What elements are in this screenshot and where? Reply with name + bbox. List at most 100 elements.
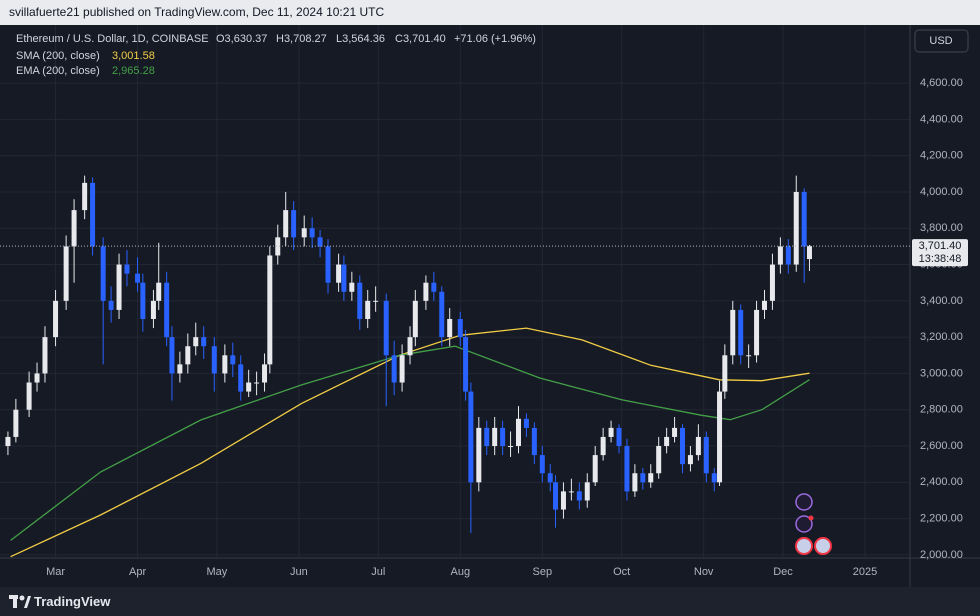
y-tick-label: 2,600.00: [920, 440, 963, 452]
candle-body: [531, 427, 537, 456]
x-tick-label: Dec: [773, 566, 793, 578]
candle-body: [13, 409, 19, 437]
candle-body: [431, 282, 437, 292]
candle-body: [124, 264, 130, 274]
candle-body: [365, 300, 371, 319]
candle-body: [267, 255, 273, 365]
candle-body: [383, 300, 389, 356]
candle-body: [412, 300, 418, 338]
candle-body: [34, 373, 40, 383]
y-tick-label: 2,400.00: [920, 476, 963, 488]
candle-body: [648, 473, 654, 483]
candle-body: [576, 491, 582, 501]
publisher-bar: svillafuerte21 published on TradingView.…: [0, 0, 980, 25]
y-tick-label: 2,000.00: [920, 549, 963, 561]
x-tick-label: Jul: [371, 566, 385, 578]
candle-body: [592, 455, 598, 483]
event-icon[interactable]: [795, 537, 813, 555]
y-tick-label: 4,400.00: [920, 113, 963, 125]
candle-body: [687, 455, 693, 465]
currency[interactable]: USD: [929, 35, 952, 47]
y-tick-label: 4,200.00: [920, 150, 963, 162]
candle-body: [222, 355, 228, 374]
candles: [5, 175, 812, 534]
candle-body: [349, 282, 355, 292]
candle-body: [523, 418, 529, 428]
high-value: H3,708.27: [276, 33, 327, 45]
x-tick-label: Mar: [46, 566, 65, 578]
candle-body: [317, 237, 323, 247]
event-icon[interactable]: [814, 537, 832, 555]
candle-body: [717, 391, 723, 483]
candle-body: [553, 482, 559, 510]
candle-body: [275, 237, 281, 256]
candle-body: [439, 291, 445, 338]
candle-body: [5, 436, 11, 447]
candle-body: [309, 228, 315, 238]
candle-body: [341, 264, 347, 292]
y-tick-label: 4,600.00: [920, 77, 963, 89]
candle-body: [135, 273, 141, 283]
candle-body: [632, 473, 638, 492]
candle-body: [801, 191, 807, 247]
candle-body: [476, 427, 482, 483]
candle-body: [568, 491, 574, 493]
candle-body: [301, 228, 307, 238]
candle-body: [336, 264, 342, 283]
candle-body: [746, 355, 752, 357]
candle-body: [584, 482, 590, 501]
candle-body: [680, 427, 685, 465]
y-tick-label: 4,000.00: [920, 186, 963, 198]
candle-body: [447, 318, 453, 338]
event-icons: [795, 493, 832, 555]
countdown: 13:38:48: [919, 253, 962, 265]
x-tick-label: Oct: [613, 566, 630, 578]
candle-body: [539, 455, 545, 474]
candle-body: [508, 446, 514, 448]
candle-body: [201, 337, 207, 347]
grid: [0, 25, 910, 558]
candle-body: [254, 382, 260, 384]
y-tick-label: 3,800.00: [920, 222, 963, 234]
indicator-line: [10, 345, 810, 541]
publisher: svillafuerte21 published on TradingView.…: [9, 5, 385, 19]
candle-body: [785, 246, 791, 265]
candle-body: [291, 210, 297, 238]
candle-body: [42, 337, 48, 374]
candle-body: [82, 182, 88, 211]
y-tick-label: 2,200.00: [920, 513, 963, 525]
candle-body: [116, 264, 122, 310]
candle-body: [262, 364, 268, 383]
legend-value: 2,965.28: [112, 65, 155, 77]
y-tick-label: 3,000.00: [920, 367, 963, 379]
change-value: +71.06 (+1.96%): [454, 33, 536, 45]
x-tick-label: Jun: [290, 566, 308, 578]
candle-body: [463, 337, 469, 392]
candle-body: [515, 418, 521, 447]
axes: 2,000.00 2,200.00 2,400.00 2,600.00 2,800.00…: [0, 77, 968, 578]
event-icon[interactable]: [795, 493, 813, 511]
brand: TradingView: [34, 594, 111, 609]
candle-body: [484, 427, 490, 447]
candle-body: [730, 309, 736, 356]
candle-body: [560, 491, 566, 510]
currency-button[interactable]: [914, 29, 969, 53]
candle-body: [624, 446, 630, 492]
candle-body: [169, 337, 175, 374]
last-price-box: [912, 239, 968, 267]
legend-label: SMA (200, close): [16, 50, 100, 62]
low-value: L3,564.36: [336, 33, 385, 45]
candle-body: [26, 382, 32, 410]
candle-body: [150, 300, 156, 319]
candle-body: [391, 355, 397, 383]
candle-body: [325, 246, 331, 283]
x-tick-label: Sep: [533, 566, 553, 578]
brand-logo: [9, 595, 31, 608]
candle-body: [399, 355, 405, 383]
event-icon[interactable]: [795, 515, 813, 533]
candle-body: [640, 473, 646, 483]
candle-body: [357, 282, 363, 319]
candle-body: [193, 337, 199, 347]
candle-body: [722, 355, 728, 392]
